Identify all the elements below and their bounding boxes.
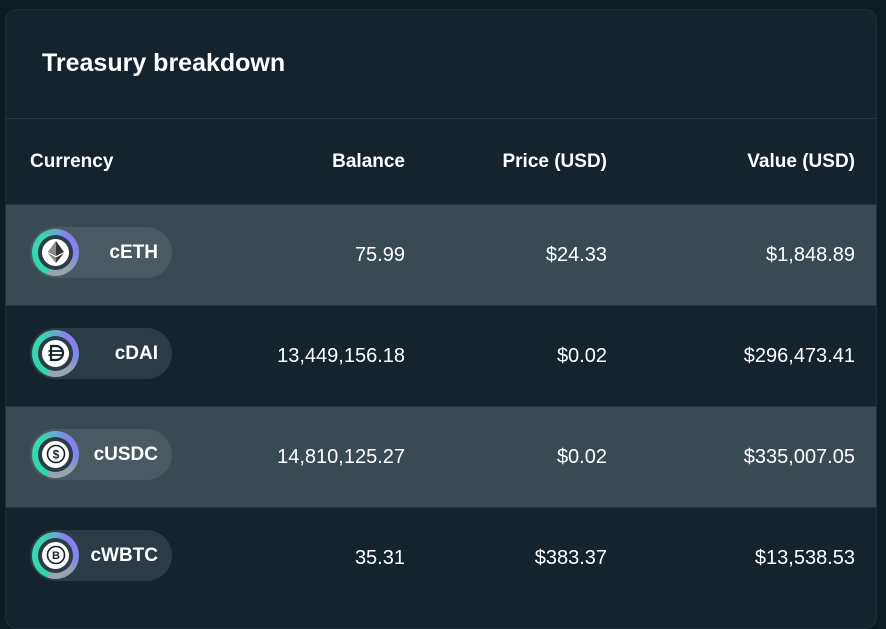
column-header-currency: Currency [30, 150, 114, 172]
token-pill[interactable]: cDAI [30, 327, 172, 379]
currency-cell: B cWBTC [6, 529, 206, 587]
balance-cell: 14,810,125.27 [277, 445, 405, 468]
price-cell: $0.02 [556, 445, 607, 468]
card-header: Treasury breakdown [6, 10, 876, 119]
ethereum-icon [47, 241, 64, 263]
treasury-card: Treasury breakdown Currency Balance Pric… [5, 9, 877, 629]
column-header-price: Price (USD) [502, 150, 607, 172]
balance-cell: 13,449,156.18 [277, 344, 405, 367]
token-symbol: cWBTC [90, 544, 158, 566]
token-icon-ring [32, 329, 79, 377]
token-pill[interactable]: $ cUSDC [30, 428, 172, 480]
balance-cell: 75.99 [354, 243, 405, 266]
price-cell: $24.33 [545, 243, 607, 266]
table-row[interactable]: cDAI 13,449,156.18 $0.02 $296,473.41 [6, 305, 876, 406]
svg-text:B: B [52, 550, 60, 562]
table-row[interactable]: $ cUSDC 14,810,125.27 $0.02 $335,007.05 [6, 406, 876, 507]
value-cell: $1,848.89 [766, 243, 855, 266]
svg-text:$: $ [52, 448, 59, 462]
currency-cell: cETH [6, 226, 206, 284]
token-icon-ring: B [32, 531, 79, 579]
token-icon-ring [32, 228, 79, 276]
token-icon-ring: $ [32, 430, 79, 478]
token-symbol: cUSDC [93, 443, 158, 465]
dai-icon [48, 344, 64, 362]
value-cell: $296,473.41 [743, 344, 855, 367]
currency-cell: $ cUSDC [6, 428, 206, 486]
balance-cell: 35.31 [354, 546, 405, 569]
table-row[interactable]: cETH 75.99 $24.33 $1,848.89 [6, 204, 876, 305]
token-symbol: cDAI [114, 342, 158, 364]
column-header-balance: Balance [332, 150, 405, 172]
card-title: Treasury breakdown [42, 48, 286, 77]
price-cell: $0.02 [556, 344, 607, 367]
token-pill[interactable]: B cWBTC [30, 529, 172, 581]
currency-cell: cDAI [6, 327, 206, 385]
value-cell: $335,007.05 [743, 445, 855, 468]
bitcoin-icon: B [46, 545, 65, 565]
table-row[interactable]: B cWBTC 35.31 $383.37 $13,538.53 [6, 507, 876, 608]
table-header: Currency Balance Price (USD) Value (USD) [6, 119, 876, 204]
usdc-icon: $ [46, 444, 65, 464]
value-cell: $13,538.53 [754, 546, 855, 569]
token-pill[interactable]: cETH [30, 226, 172, 278]
token-symbol: cETH [109, 241, 158, 263]
column-header-value: Value (USD) [747, 150, 855, 172]
price-cell: $383.37 [534, 546, 607, 569]
